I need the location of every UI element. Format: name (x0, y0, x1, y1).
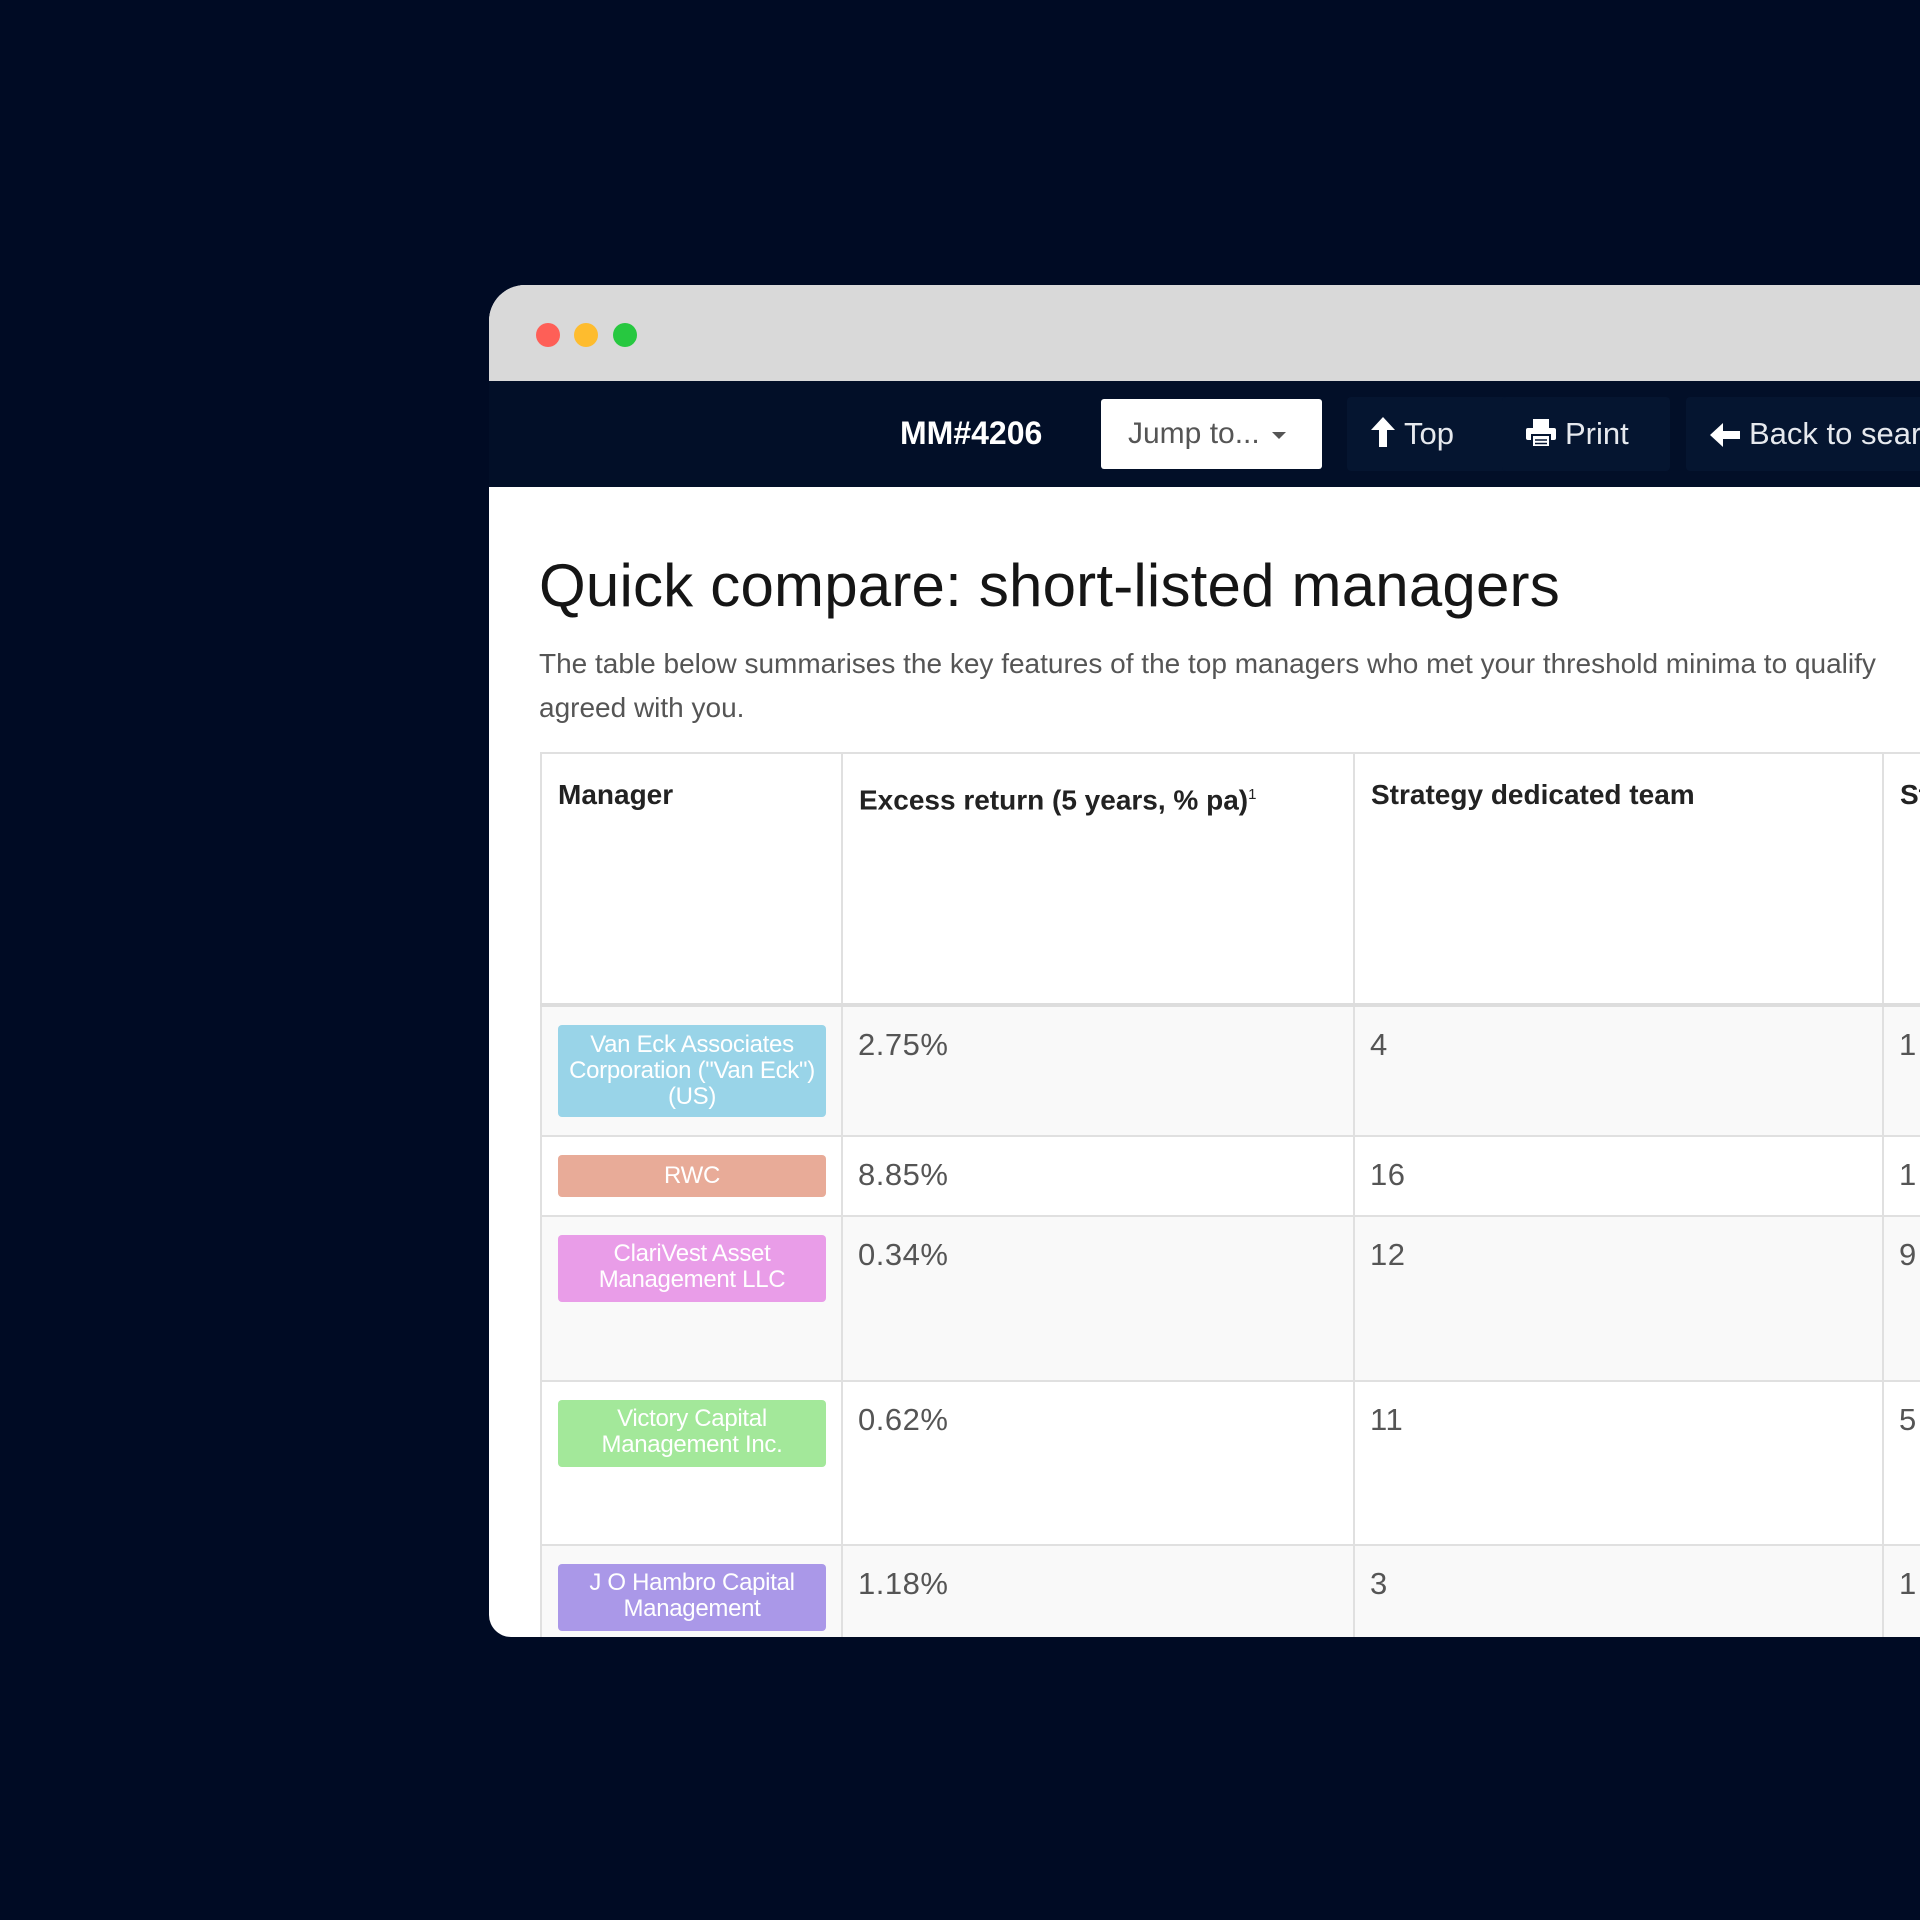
table-header-row: Manager Excess return (5 years, % pa)1 S… (540, 752, 1920, 1006)
manager-cell: RWC (540, 1135, 843, 1217)
col4-cell: 1 (1882, 1135, 1920, 1217)
manager-badge[interactable]: J O Hambro Capital Management (558, 1564, 826, 1631)
top-button-label: Top (1404, 416, 1454, 451)
caret-down-icon (1271, 431, 1286, 439)
team-cell: 11 (1353, 1380, 1884, 1546)
excess-return-cell: 8.85% (841, 1135, 1355, 1217)
printer-icon (1526, 419, 1556, 448)
arrow-up-icon (1371, 417, 1395, 447)
team-cell: 12 (1353, 1215, 1884, 1382)
zoom-window-button[interactable] (613, 323, 637, 347)
manager-cell: Van Eck Associates Corporation ("Van Eck… (540, 1004, 843, 1137)
team-cell: 3 (1353, 1544, 1884, 1637)
manager-badge[interactable]: RWC (558, 1155, 826, 1197)
intro-text: The table below summarises the key featu… (539, 648, 1876, 723)
jump-to-label: Jump to... (1128, 417, 1260, 450)
table-row: Victory Capital Management Inc. 0.62% 11… (540, 1380, 1920, 1546)
close-window-button[interactable] (536, 323, 560, 347)
header-manager: Manager (540, 752, 843, 1006)
excess-return-cell: 0.62% (841, 1380, 1355, 1546)
back-to-search-label: Back to search (1749, 416, 1920, 451)
print-button-label: Print (1565, 416, 1629, 451)
page-title: Quick compare: short-listed managers (539, 552, 1560, 619)
manager-badge[interactable]: ClariVest Asset Management LLC (558, 1235, 826, 1302)
excess-return-cell: 2.75% (841, 1004, 1355, 1137)
top-navbar: MM#4206 Jump to... Top Print Back to sea… (489, 381, 1920, 487)
manager-badge[interactable]: Van Eck Associates Corporation ("Van Eck… (558, 1025, 826, 1117)
col4-cell: 1 (1882, 1004, 1920, 1137)
col4-cell: 5 (1882, 1380, 1920, 1546)
col4-cell: 1 (1882, 1544, 1920, 1637)
table-row: ClariVest Asset Management LLC 0.34% 12 … (540, 1215, 1920, 1382)
table-row: RWC 8.85% 16 1 (540, 1135, 1920, 1217)
table-row: Van Eck Associates Corporation ("Van Eck… (540, 1004, 1920, 1137)
manager-badge[interactable]: Victory Capital Management Inc. (558, 1400, 826, 1467)
top-button[interactable]: Top (1347, 397, 1517, 471)
manager-cell: ClariVest Asset Management LLC (540, 1215, 843, 1382)
browser-window: MM#4206 Jump to... Top Print Back to sea… (489, 285, 1920, 1637)
mandate-id: MM#4206 (900, 415, 1043, 451)
footnote-marker: 1 (1248, 786, 1257, 803)
print-button[interactable]: Print (1502, 397, 1670, 471)
header-excess-return: Excess return (5 years, % pa)1 (841, 752, 1355, 1006)
manager-cell: Victory Capital Management Inc. (540, 1380, 843, 1546)
compare-table: Manager Excess return (5 years, % pa)1 S… (540, 752, 1920, 1637)
header-strategy-team: Strategy dedicated team (1353, 752, 1884, 1006)
team-cell: 16 (1353, 1135, 1884, 1217)
header-col4: St (U (1882, 752, 1920, 1006)
col4-cell: 9 (1882, 1215, 1920, 1382)
team-cell: 4 (1353, 1004, 1884, 1137)
excess-return-cell: 0.34% (841, 1215, 1355, 1382)
excess-return-cell: 1.18% (841, 1544, 1355, 1637)
arrow-left-icon (1710, 423, 1740, 447)
minimize-window-button[interactable] (574, 323, 598, 347)
header-excess-return-label: Excess return (5 years, % pa) (859, 784, 1249, 816)
back-to-search-button[interactable]: Back to search (1686, 397, 1920, 471)
manager-cell: J O Hambro Capital Management (540, 1544, 843, 1637)
window-titlebar (489, 285, 1920, 381)
table-row: J O Hambro Capital Management 1.18% 3 1 (540, 1544, 1920, 1637)
jump-to-dropdown[interactable]: Jump to... (1101, 399, 1322, 469)
